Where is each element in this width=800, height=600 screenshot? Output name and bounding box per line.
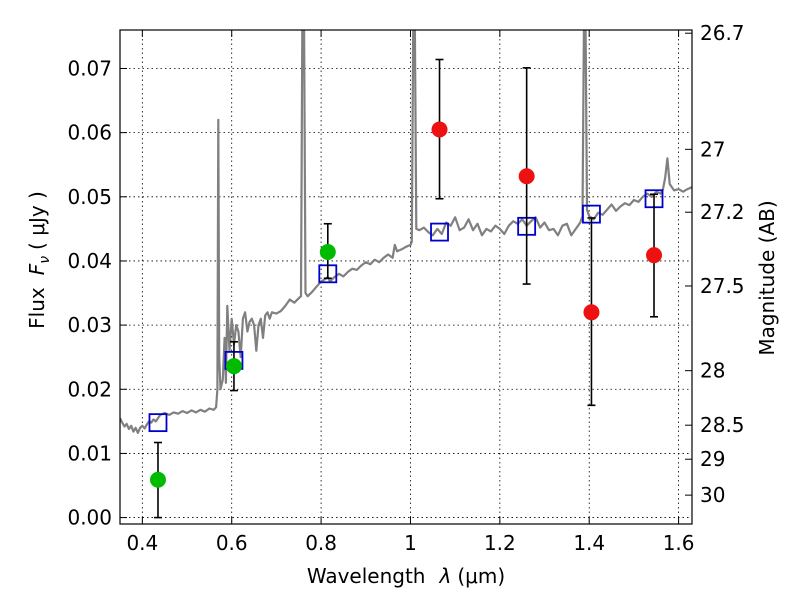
right-tick-label: 28 [700,359,725,383]
y-axis-label-unit: ( μJy ) [25,191,49,250]
x-tick-label: 1 [404,531,417,555]
grid [120,30,692,524]
x-tick-label: 0.6 [216,531,248,555]
right-tick-label: 27 [700,137,725,161]
x-tick-label: 1.4 [573,531,605,555]
model-square-point [430,222,449,242]
red-data-point [646,247,663,264]
y-tick-label: 0.05 [67,185,112,209]
right-tick-label: 30 [700,483,725,507]
plot-frame [119,29,693,525]
red-data-point [518,168,535,185]
x-tick-label: 1.6 [663,531,695,555]
green-data-point [149,471,166,488]
ticks: 0.4 0.6 0.8 1 1.2 1.4 1.6 0.00 0.01 0.02 0.03 0.04 0… [67,21,744,555]
y-axis-label-text: Flux [25,287,49,329]
x-axis-label-symbol: λ [439,564,452,588]
right-tick-label: 27.5 [700,274,745,298]
right-axis-label: Magnitude (AB) [755,200,779,355]
spectrum-line [120,30,692,434]
y-tick-label: 0.07 [67,56,112,80]
x-axis-label-unit: (μm) [457,564,505,588]
right-tick-label: 29 [700,447,725,471]
y-tick-label: 0.00 [67,506,112,530]
right-tick-label: 27.2 [700,200,745,224]
y-tick-label: 0.01 [67,441,112,465]
y-tick-label: 0.02 [67,377,112,401]
plot-area [120,30,692,434]
green-data-point [319,243,336,260]
y-tick-label: 0.04 [67,249,112,273]
y-axis-label: Flux Fν ( μJy ) [25,191,53,329]
markers [148,58,664,519]
red-data-point [431,121,448,138]
model-square-point [148,413,168,433]
right-tick-label: 26.7 [700,21,745,45]
right-tick-label: 28.5 [700,413,745,437]
x-tick-label: 1.2 [484,531,516,555]
x-axis-label: Wavelength λ (μm) [307,564,505,588]
y-axis-label-subscript: ν [37,256,53,264]
x-tick-label: 0.8 [305,531,337,555]
y-tick-label: 0.06 [67,121,112,145]
y-tick-label: 0.03 [67,313,112,337]
x-tick-label: 0.4 [126,531,158,555]
y-axis-label-symbol: F [25,263,49,275]
green-data-point [225,358,242,375]
x-axis-label-text: Wavelength [307,564,426,588]
red-data-point [583,304,600,321]
